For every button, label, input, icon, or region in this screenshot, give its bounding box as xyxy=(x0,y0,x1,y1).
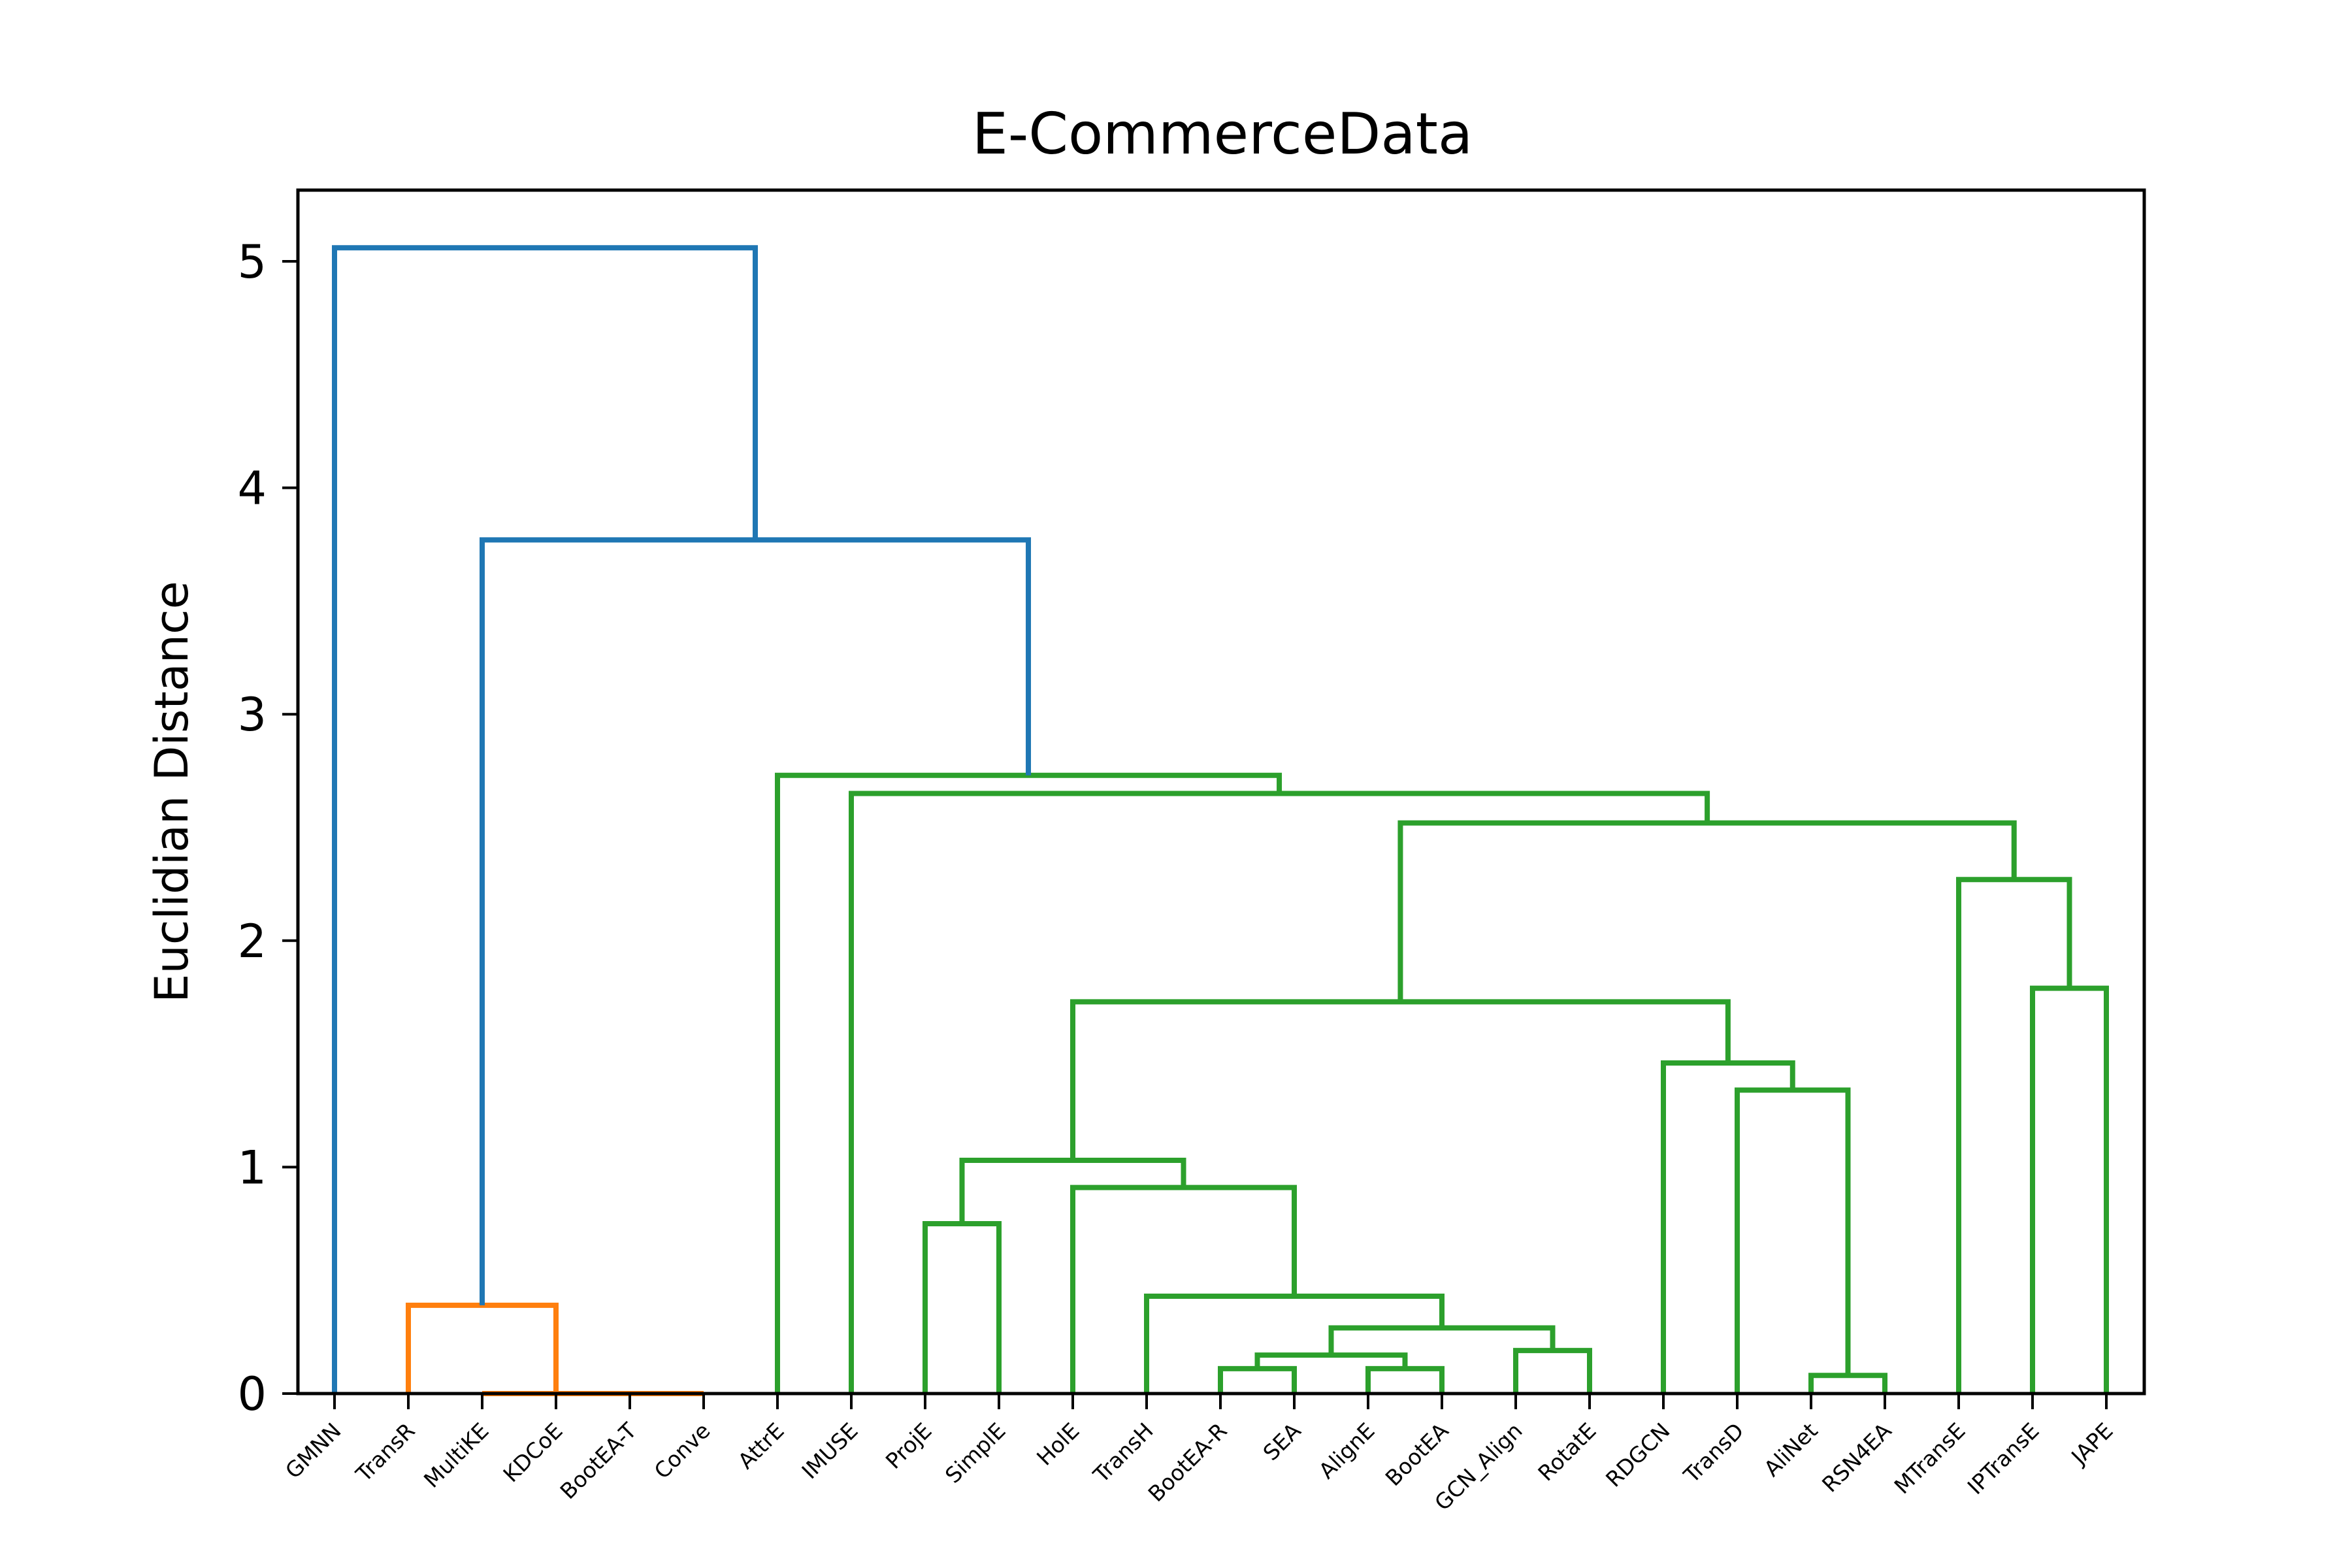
y-tick-label: 5 xyxy=(237,235,267,289)
dendrogram-link-7 xyxy=(1513,1348,1592,1394)
x-tick-label: BootEA xyxy=(1380,1418,1454,1491)
dendrogram-link-19 xyxy=(1397,820,2017,1002)
dendrogram-link-13 xyxy=(1808,1373,1887,1394)
x-tick-label: TransH xyxy=(1088,1418,1158,1488)
x-tick-label: ProjE xyxy=(881,1418,937,1474)
x-tick-label: AttrE xyxy=(733,1418,789,1474)
x-tick-label: BootEA-T xyxy=(555,1417,642,1504)
dendrogram-links xyxy=(332,245,2109,1396)
x-tick-label: SEA xyxy=(1258,1418,1306,1465)
dendrogram-link-4 xyxy=(1218,1365,1297,1394)
x-tick-label: TransR xyxy=(350,1418,419,1487)
dendrogram-link-17 xyxy=(2030,985,2109,1394)
x-tick-label: BootEA-R xyxy=(1143,1418,1232,1507)
x-tick-label: RSN4EA xyxy=(1817,1418,1897,1497)
x-tick-label: KDCoE xyxy=(498,1418,567,1487)
x-tick-label: MultiKE xyxy=(419,1418,494,1493)
x-tick-label: GMNN xyxy=(280,1418,346,1484)
x-tick-label: HolE xyxy=(1032,1418,1085,1471)
y-tick-label: 2 xyxy=(237,915,267,968)
x-tick-label: SimplE xyxy=(940,1418,1011,1488)
y-axis-label: Euclidian Distance xyxy=(145,581,199,1002)
x-tick-label: MTransE xyxy=(1889,1418,1970,1499)
y-tick-label: 0 xyxy=(237,1367,267,1421)
dendrogram-link-18 xyxy=(1956,877,2072,1394)
dendrogram-link-23 xyxy=(332,245,759,1394)
x-tick-label: IMUSE xyxy=(796,1418,862,1484)
dendrogram-link-8 xyxy=(1328,1325,1556,1356)
dendrogram-link-3 xyxy=(406,1302,559,1394)
x-tick-label: IPTransE xyxy=(1963,1418,2044,1499)
dendrogram-link-14 xyxy=(1735,1087,1851,1394)
dendrogram-link-11 xyxy=(923,1221,1002,1394)
x-tick-label: JAPE xyxy=(2065,1418,2117,1470)
chart-title: E-CommerceData xyxy=(972,101,1473,167)
dendrogram-link-16 xyxy=(1070,999,1731,1160)
x-tick-label: RotatE xyxy=(1533,1418,1601,1486)
x-tick-label: AlignE xyxy=(1314,1418,1380,1484)
x-tick-label: AliNet xyxy=(1759,1418,1823,1482)
dendrogram-link-5 xyxy=(1365,1365,1445,1394)
dendrogram-link-10 xyxy=(1070,1184,1297,1394)
x-tick-label: TransD xyxy=(1678,1418,1749,1488)
dendrogram-link-22 xyxy=(480,537,1032,1305)
dendrogram-link-15 xyxy=(1661,1060,1795,1394)
x-tick-label: RDGCN xyxy=(1601,1418,1675,1492)
dendrogram-link-6 xyxy=(1254,1352,1408,1369)
y-axis: 0 1 2 3 4 5 xyxy=(237,235,298,1421)
y-tick-label: 1 xyxy=(237,1141,267,1194)
y-tick-label: 3 xyxy=(237,688,267,742)
x-tick-label: Conve xyxy=(649,1418,715,1484)
dendrogram-link-20 xyxy=(849,791,1710,1394)
y-tick-label: 4 xyxy=(237,462,267,515)
